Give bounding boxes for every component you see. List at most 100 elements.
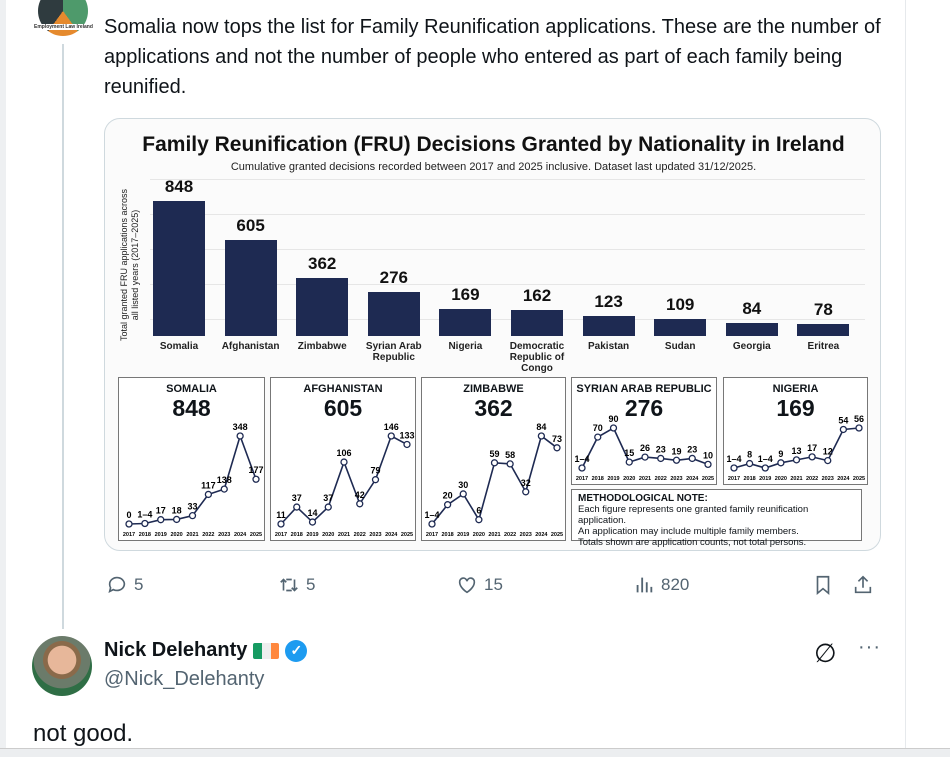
x-tick-label: 2017 [728,476,740,482]
reply-button[interactable]: 5 [106,574,143,596]
x-tick-label: 2024 [686,476,699,482]
data-label: 90 [608,414,618,424]
reply-text: not good. [33,720,134,747]
x-tick-label: 2022 [655,476,667,482]
x-tick-label: 2020 [775,476,787,482]
data-point [188,512,197,520]
data-point [761,464,769,472]
data-point [537,432,546,440]
data-point [839,425,848,434]
x-tick-label: 2021 [186,532,198,538]
reply-icon [108,576,126,593]
x-tick-label: 2021 [338,532,350,538]
bottom-bar [0,748,950,757]
data-label: 54 [838,415,848,425]
bar-value-label: 362 [308,254,337,274]
reply-author[interactable]: Nick Delehanty ✓ [104,639,308,662]
x-tick-label: 2021 [790,476,802,482]
heart-icon [458,577,476,594]
data-point [293,503,301,511]
reply-author-handle[interactable]: @Nick_Delehanty [104,668,265,690]
data-point [855,424,863,432]
x-tick-label: 2022 [202,532,214,538]
data-label: 37 [292,493,302,503]
data-label: 17 [156,506,166,516]
bar-value-label: 848 [164,177,194,196]
bar-category-label: Syrian Arab Republic [365,341,422,363]
data-label: 1–4 [574,454,589,464]
mini-chart-afghanistan: AFGHANISTAN 605 11 2017 37 2018 14 2019 37 2020 10… [270,377,416,541]
bar-category-label: Georgia [732,341,771,352]
data-label: 79 [370,466,380,476]
data-point [277,520,285,528]
x-tick-label: 2017 [275,532,287,538]
x-tick-label: 2019 [306,532,318,538]
x-tick-label: 2019 [759,476,771,482]
gridline [150,249,865,250]
data-point [459,490,467,498]
data-label: 138 [217,475,232,485]
bar [582,316,635,336]
mini-chart-zimbabwe: ZIMBABWE 362 1–4 2017 20 2018 30 2019 6 2020 59 202… [421,377,566,541]
grok-icon[interactable]: ∅ [814,638,837,668]
data-point [625,458,633,466]
x-tick-label: 2019 [457,532,469,538]
data-label: 13 [791,446,801,456]
data-label: 30 [458,480,468,490]
x-tick-label: 2020 [623,476,635,482]
bar-category-label: Eritrea [807,341,840,352]
share-icon [854,575,872,594]
x-tick-label: 2017 [576,476,588,482]
author-avatar[interactable] [38,0,88,36]
data-point [553,444,561,452]
x-tick-label: 2019 [155,532,167,538]
data-point [578,464,586,472]
data-label: 23 [687,444,697,454]
data-label: 19 [671,446,681,456]
mini-chart-total: 169 [776,395,815,421]
mini-chart-total: 276 [624,395,664,421]
bookmark-button[interactable] [812,574,834,596]
mini-chart-syrian-arab-republic: SYRIAN ARAB REPUBLIC 276 1–4 2017 70 2018 90 20… [571,377,717,485]
views-button[interactable]: 820 [633,574,689,596]
x-tick-label: 2022 [504,532,516,538]
reply-count: 5 [134,575,144,594]
bar-value-label: 78 [813,299,833,319]
repost-icon [280,578,298,592]
data-label: 133 [399,430,414,440]
x-tick-label: 2023 [520,532,532,538]
bar [511,310,563,336]
x-tick-label: 2024 [535,532,548,538]
data-label: 84 [536,422,546,432]
x-tick-label: 2024 [837,476,850,482]
reply-author-avatar[interactable] [32,636,92,696]
x-tick-label: 2025 [551,532,563,538]
share-button[interactable] [852,574,874,596]
data-point [141,519,149,528]
data-label: 73 [552,434,562,444]
data-point [745,459,754,468]
views-icon [636,577,653,593]
note-line: Totals shown are application counts, not… [578,537,807,548]
data-label: 1–4 [726,454,741,464]
mini-chart-somalia: SOMALIA 848 0 2017 1–4 2018 17 2019 18 2020 33 2021… [118,377,265,541]
data-label: 146 [384,422,399,432]
note-title: METHODOLOGICAL NOTE: [578,493,708,504]
bar-category-label: Pakistan [588,341,630,352]
like-count: 15 [484,575,503,594]
data-point [506,460,514,468]
x-tick-label: 2018 [744,476,756,482]
like-button[interactable]: 15 [456,574,503,596]
post-image-chart[interactable]: Family Reunification (FRU) Decisions Gra… [104,118,881,551]
data-label: 32 [521,478,531,488]
mini-chart-total: 848 [172,395,211,421]
x-tick-label: 2025 [853,476,865,482]
ireland-flag-icon [253,642,280,659]
data-point [125,520,133,528]
x-tick-label: 2020 [322,532,334,538]
more-options-button[interactable]: ··· [858,636,881,658]
mini-line-charts: SOMALIA 848 0 2017 1–4 2018 17 2019 18 2020 33 2021… [105,119,880,550]
repost-button[interactable]: 5 [278,574,315,596]
bar-value-label: 162 [522,286,552,306]
data-point [594,433,602,441]
